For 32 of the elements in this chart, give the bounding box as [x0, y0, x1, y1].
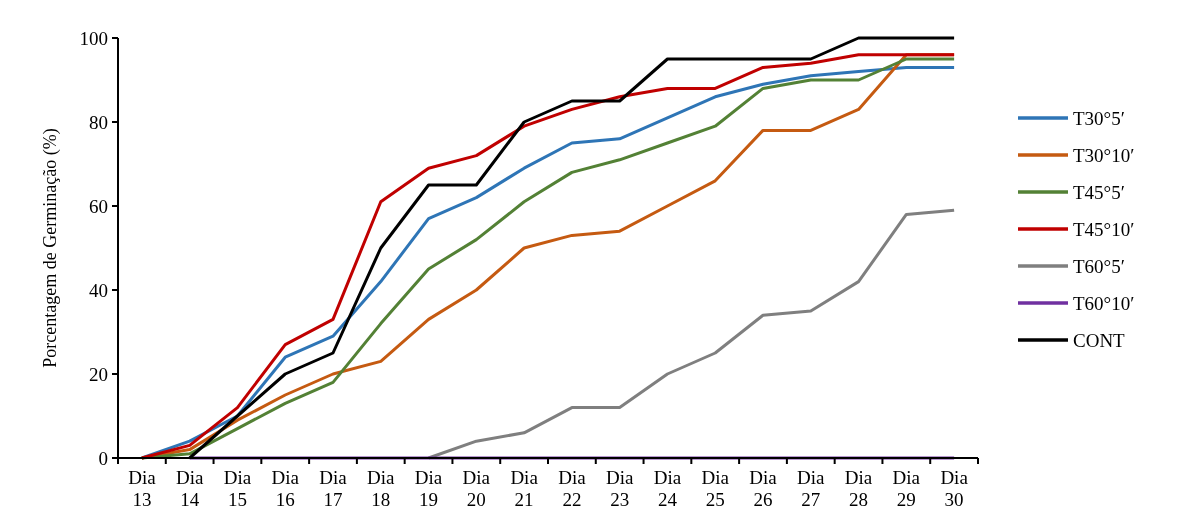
y-tick-label: 20: [89, 363, 108, 385]
x-tick-label: Dia 25: [701, 467, 730, 510]
x-tick-label: Dia 15: [223, 467, 252, 510]
x-tick-label: Dia 28: [844, 467, 873, 510]
x-tick-label: Dia 29: [892, 467, 921, 510]
x-tick-label: Dia 23: [605, 467, 634, 510]
x-tick-label: Dia 27: [797, 467, 826, 510]
x-tick-label: Dia 22: [558, 467, 587, 510]
x-tick-label: Dia 26: [749, 467, 778, 510]
y-axis-title: Porcentagem de Germinação (%): [40, 128, 61, 368]
x-tick-label: Dia 16: [271, 467, 300, 510]
x-tick-label: Dia 21: [510, 467, 539, 510]
x-tick-label: Dia 30: [940, 467, 969, 510]
x-tick-label: Dia 14: [175, 467, 204, 510]
x-tick-label: Dia 24: [653, 467, 682, 510]
x-tick-label: Dia 20: [462, 467, 491, 510]
y-tick-label: 80: [89, 111, 108, 133]
legend-label: T30°10′: [1073, 145, 1135, 167]
legend-label: CONT: [1073, 330, 1126, 352]
x-tick-label: Dia 13: [128, 467, 157, 510]
y-tick-label: 60: [89, 195, 108, 217]
y-tick-label: 0: [98, 447, 108, 469]
legend-label: T45°10′: [1073, 219, 1135, 241]
y-tick-label: 100: [79, 27, 108, 49]
x-tick-label: Dia 18: [367, 467, 396, 510]
legend-label: T45°5′: [1073, 182, 1125, 204]
legend-label: T30°5′: [1073, 108, 1125, 130]
legend-label: T60°10′: [1073, 293, 1135, 315]
x-tick-label: Dia 19: [414, 467, 443, 510]
legend-label: T60°5′: [1073, 256, 1125, 278]
y-tick-label: 40: [89, 279, 108, 301]
x-tick-label: Dia 17: [319, 467, 348, 510]
